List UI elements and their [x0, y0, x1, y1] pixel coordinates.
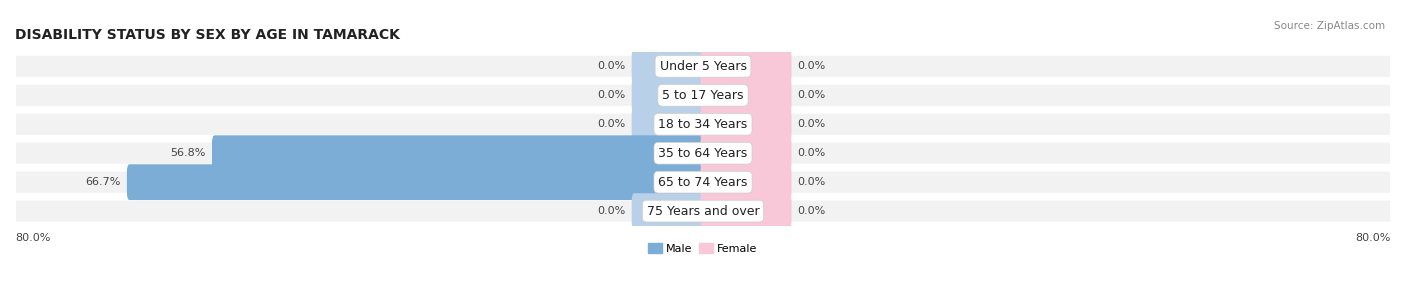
FancyBboxPatch shape [15, 55, 1391, 78]
Text: 0.0%: 0.0% [797, 90, 825, 100]
Text: 5 to 17 Years: 5 to 17 Years [662, 89, 744, 102]
Legend: Male, Female: Male, Female [644, 239, 762, 258]
Text: 0.0%: 0.0% [797, 148, 825, 158]
Text: 0.0%: 0.0% [598, 61, 626, 71]
Text: Under 5 Years: Under 5 Years [659, 60, 747, 73]
Text: 0.0%: 0.0% [598, 90, 626, 100]
FancyBboxPatch shape [700, 48, 792, 84]
Text: 65 to 74 Years: 65 to 74 Years [658, 176, 748, 189]
Text: Source: ZipAtlas.com: Source: ZipAtlas.com [1274, 21, 1385, 31]
Text: DISABILITY STATUS BY SEX BY AGE IN TAMARACK: DISABILITY STATUS BY SEX BY AGE IN TAMAR… [15, 28, 399, 42]
Text: 66.7%: 66.7% [86, 177, 121, 187]
FancyBboxPatch shape [15, 142, 1391, 165]
Text: 0.0%: 0.0% [598, 206, 626, 216]
Text: 80.0%: 80.0% [15, 233, 51, 243]
FancyBboxPatch shape [700, 164, 792, 200]
FancyBboxPatch shape [700, 193, 792, 229]
FancyBboxPatch shape [127, 164, 706, 200]
Text: 0.0%: 0.0% [797, 61, 825, 71]
FancyBboxPatch shape [15, 84, 1391, 107]
Text: 56.8%: 56.8% [170, 148, 205, 158]
Text: 0.0%: 0.0% [797, 206, 825, 216]
FancyBboxPatch shape [700, 106, 792, 142]
FancyBboxPatch shape [15, 199, 1391, 223]
Text: 35 to 64 Years: 35 to 64 Years [658, 147, 748, 160]
FancyBboxPatch shape [631, 193, 706, 229]
FancyBboxPatch shape [15, 170, 1391, 194]
Text: 80.0%: 80.0% [1355, 233, 1391, 243]
FancyBboxPatch shape [631, 77, 706, 113]
Text: 75 Years and over: 75 Years and over [647, 205, 759, 217]
Text: 18 to 34 Years: 18 to 34 Years [658, 118, 748, 131]
FancyBboxPatch shape [631, 48, 706, 84]
FancyBboxPatch shape [700, 77, 792, 113]
FancyBboxPatch shape [631, 106, 706, 142]
FancyBboxPatch shape [15, 113, 1391, 136]
FancyBboxPatch shape [700, 135, 792, 171]
Text: 0.0%: 0.0% [598, 119, 626, 129]
Text: 0.0%: 0.0% [797, 119, 825, 129]
Text: 0.0%: 0.0% [797, 177, 825, 187]
FancyBboxPatch shape [212, 135, 706, 171]
